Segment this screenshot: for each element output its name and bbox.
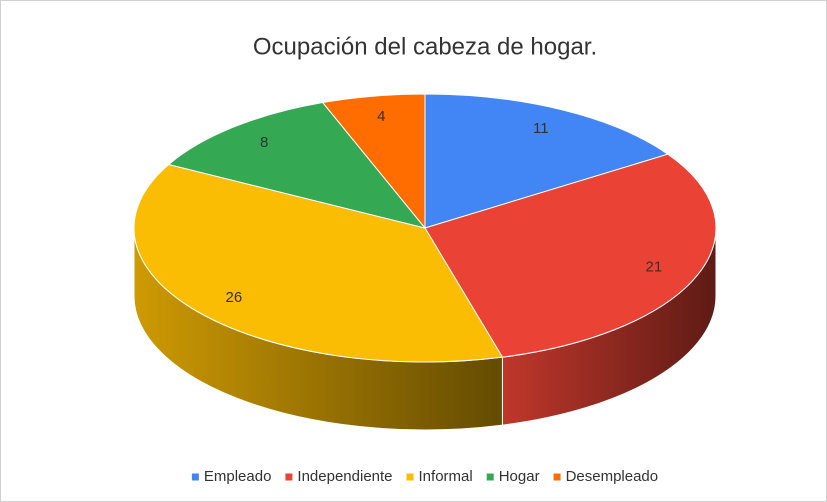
chart-title: Ocupación del cabeza de hogar. (253, 33, 597, 60)
legend-marker (486, 473, 494, 481)
data-label: 11 (533, 120, 549, 137)
legend-label: Independiente (297, 468, 392, 485)
data-label: 21 (646, 259, 663, 276)
slice (424, 93, 669, 229)
legend-label: Desempleado (566, 468, 659, 485)
slice (321, 93, 426, 230)
legend-marker (285, 473, 293, 481)
legend-marker (553, 473, 561, 481)
legend-marker (191, 473, 199, 481)
data-label: 26 (226, 289, 243, 306)
slice (167, 102, 427, 229)
legend-label: Hogar (499, 468, 540, 485)
data-label: 8 (260, 134, 268, 151)
data-label: 4 (377, 108, 385, 125)
legend-label: Empleado (204, 468, 272, 485)
legend-marker (406, 473, 414, 481)
slice (133, 163, 504, 363)
slice (424, 153, 717, 358)
legend-label: Informal (419, 468, 473, 485)
